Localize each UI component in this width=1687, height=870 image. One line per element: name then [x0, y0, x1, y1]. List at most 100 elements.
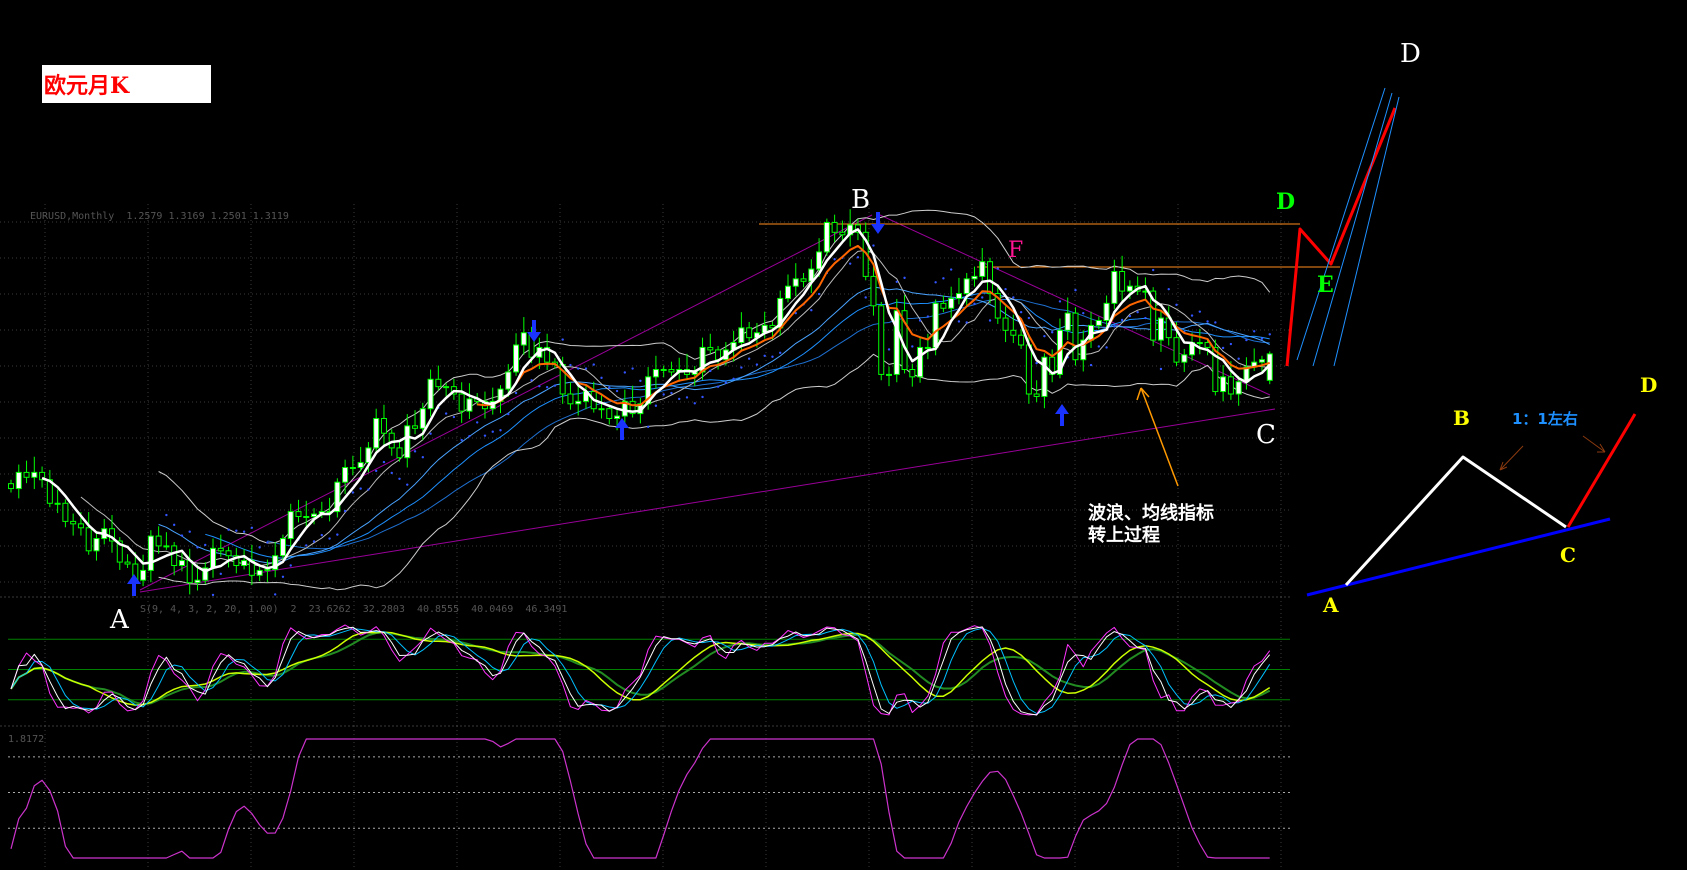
sar-dot: [196, 546, 199, 549]
sar-dot: [1175, 303, 1178, 307]
candle: [1157, 317, 1164, 341]
sar-dot: [918, 319, 922, 322]
sar-dot: [740, 366, 743, 369]
candle: [272, 555, 279, 570]
sar-dot: [336, 533, 339, 536]
candle: [342, 467, 349, 483]
sar-dot: [1043, 334, 1046, 338]
candle: [909, 369, 916, 378]
candle: [652, 369, 659, 378]
sar-dot: [421, 456, 425, 459]
sar-dot: [615, 389, 619, 393]
diagram-arrow-cd-icon: [1582, 435, 1606, 453]
candle: [171, 545, 178, 567]
stoch-k-line: [10, 626, 1271, 716]
candle: [1002, 317, 1009, 331]
candle: [979, 261, 986, 277]
sar-dot: [926, 315, 930, 318]
candle: [70, 520, 77, 525]
sar-dot: [1151, 268, 1155, 272]
main-panel-header: EURUSD,Monthly 1.2579 1.3169 1.2501 1.31…: [30, 211, 289, 222]
candle: [233, 555, 240, 567]
sar-dot: [180, 534, 184, 537]
candle: [1220, 376, 1227, 393]
sar-dot: [872, 244, 875, 247]
stoch-long-signal: [10, 631, 1271, 706]
sar-dot: [235, 529, 238, 532]
sar-dot: [1221, 346, 1225, 350]
sar-dot: [942, 277, 945, 280]
candle: [816, 251, 823, 270]
sar-dot: [1105, 346, 1108, 349]
candle: [31, 471, 38, 478]
candle: [940, 302, 947, 309]
candle: [513, 344, 520, 373]
sar-dot: [328, 537, 331, 540]
ma-white-fast: [41, 228, 1271, 573]
sar-dot: [670, 391, 673, 395]
sar-dot: [934, 281, 937, 284]
candle: [893, 310, 900, 375]
sar-dot: [545, 385, 549, 389]
candle: [256, 569, 263, 576]
bollinger-lower: [158, 353, 1270, 591]
candle: [77, 523, 84, 529]
sar-dot: [1136, 310, 1139, 314]
sar-dot: [188, 530, 191, 533]
sar-dot: [856, 256, 860, 259]
sar-dot: [320, 533, 323, 537]
chart-title-box: 欧元月K: [42, 65, 211, 103]
candle: [1111, 271, 1118, 304]
sell-arrow-icon: [871, 212, 885, 234]
lower-indicator-line: [10, 738, 1270, 859]
sar-dot: [273, 593, 277, 596]
sar-dot: [981, 296, 984, 299]
sar-dot: [476, 421, 479, 424]
trendline-ab: [139, 214, 873, 591]
candle: [287, 511, 294, 540]
sar-dot: [1082, 311, 1085, 315]
annotation-line-1: 波浪、均线指标: [1088, 503, 1214, 524]
candle: [924, 346, 931, 349]
sar-dot: [491, 430, 494, 433]
sar-dot: [172, 523, 176, 527]
sar-dot: [514, 391, 518, 395]
candle: [8, 483, 14, 490]
sar-dot: [631, 367, 634, 370]
candle: [15, 471, 22, 490]
sar-dot: [1019, 310, 1023, 314]
annotation-arrow-head-icon: [1136, 387, 1150, 401]
candle: [217, 547, 224, 552]
sar-dot: [1260, 337, 1264, 340]
candle: [140, 569, 147, 581]
sar-dot: [266, 541, 269, 544]
sar-dot: [1237, 357, 1240, 360]
sar-dot: [1035, 361, 1038, 365]
diagram-label-a: A: [1323, 593, 1339, 617]
sar-dot: [1027, 316, 1031, 320]
sar-dot: [429, 432, 432, 435]
candle: [427, 378, 434, 410]
sar-dot: [685, 396, 689, 399]
candle: [1204, 342, 1211, 348]
candle: [831, 222, 838, 233]
sar-dot: [732, 377, 735, 381]
sar-dot: [724, 381, 728, 384]
sar-dot: [600, 376, 603, 380]
sar-dot: [242, 530, 246, 533]
annotation-note: 波浪、均线指标 转上过程: [1088, 503, 1214, 547]
sar-dot: [1190, 314, 1194, 317]
candle: [54, 502, 61, 505]
wave-label-e: E: [1317, 272, 1334, 298]
sar-dot: [639, 379, 642, 382]
candle: [614, 415, 621, 419]
candle: [466, 398, 473, 412]
lower-panel-header: 1.8172: [8, 734, 45, 745]
diagram-abc-path: [1344, 455, 1567, 587]
sar-dot: [444, 412, 448, 415]
candle: [412, 425, 419, 429]
sar-dot: [592, 363, 595, 366]
sar-dot: [996, 267, 999, 270]
sar-dot: [848, 262, 852, 265]
candle: [303, 516, 310, 518]
